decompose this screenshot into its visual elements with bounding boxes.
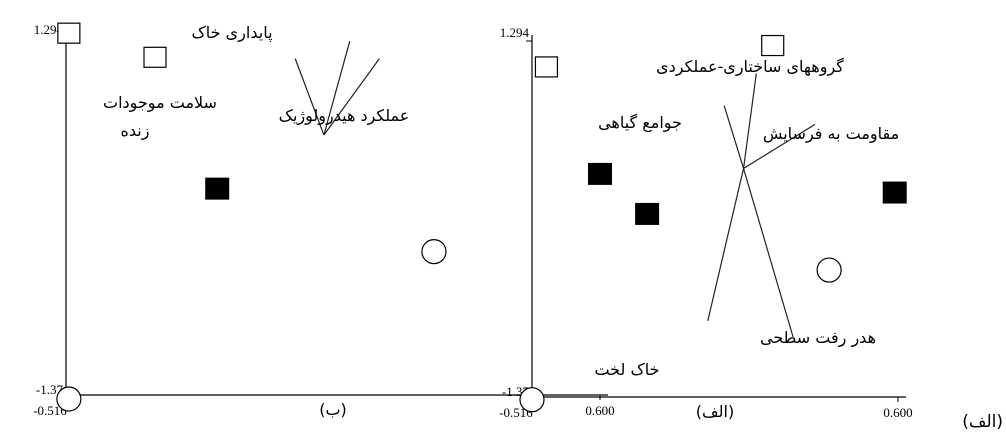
point-open-square — [57, 22, 81, 44]
vector-label: مقاومت به فرسایش — [763, 124, 899, 144]
point-filled-square — [635, 202, 660, 225]
x-tick-label-right: 0.600 — [585, 403, 614, 418]
x-tick-label-right: 0.600 — [883, 405, 912, 420]
point-open-circle — [421, 239, 447, 265]
panel-a: 1.294-1.37-0.516 0.600(الف)گروههای ساختار… — [499, 25, 912, 421]
vector-line — [723, 105, 745, 169]
vector-label: سلامت موجودات — [103, 93, 217, 113]
vector-label: جوامع گیاهی — [598, 113, 682, 133]
panel-caption: (الف) — [696, 402, 734, 421]
vector-line — [294, 58, 325, 136]
y-tick-label-top: 1.294 — [34, 22, 64, 37]
x-tick-label-left: -0.516 — [33, 403, 67, 418]
y-tick-label-bottom: -1.37 — [36, 382, 64, 397]
vector-label: عملکرد هیدرولوژیک — [279, 106, 410, 126]
vector-label: هدر رفت سطحی — [760, 328, 876, 348]
point-open-circle — [56, 386, 82, 412]
panel-b: 1.294 -1.37 -0.516 0.600 (ب) پایداری خاک سلامت… — [33, 22, 614, 419]
vector-line — [742, 168, 794, 338]
vector-line — [707, 168, 745, 321]
point-filled-square — [205, 177, 230, 200]
vector-label: گروههای ساختاری-عملکردی — [656, 57, 844, 77]
point-open-square — [761, 34, 785, 57]
corner-label: (الف) — [962, 412, 1003, 432]
vector-line — [743, 123, 816, 169]
panel-caption: (ب) — [319, 400, 347, 419]
vector-label: پایداری خاک — [191, 23, 272, 43]
vector-line — [323, 41, 351, 136]
point-open-circle — [519, 387, 545, 413]
vector-label-line2: زنده — [121, 121, 150, 141]
point-open-circle — [816, 257, 842, 283]
point-open-square — [534, 56, 559, 78]
y-tick-label-top: 1.294 — [500, 25, 530, 40]
vector-label: خاک لخت — [594, 360, 659, 379]
vector-line — [742, 73, 757, 169]
point-filled-square — [588, 162, 612, 185]
point-open-square — [143, 46, 167, 68]
vector-line — [323, 58, 380, 136]
point-filled-square — [882, 181, 907, 204]
